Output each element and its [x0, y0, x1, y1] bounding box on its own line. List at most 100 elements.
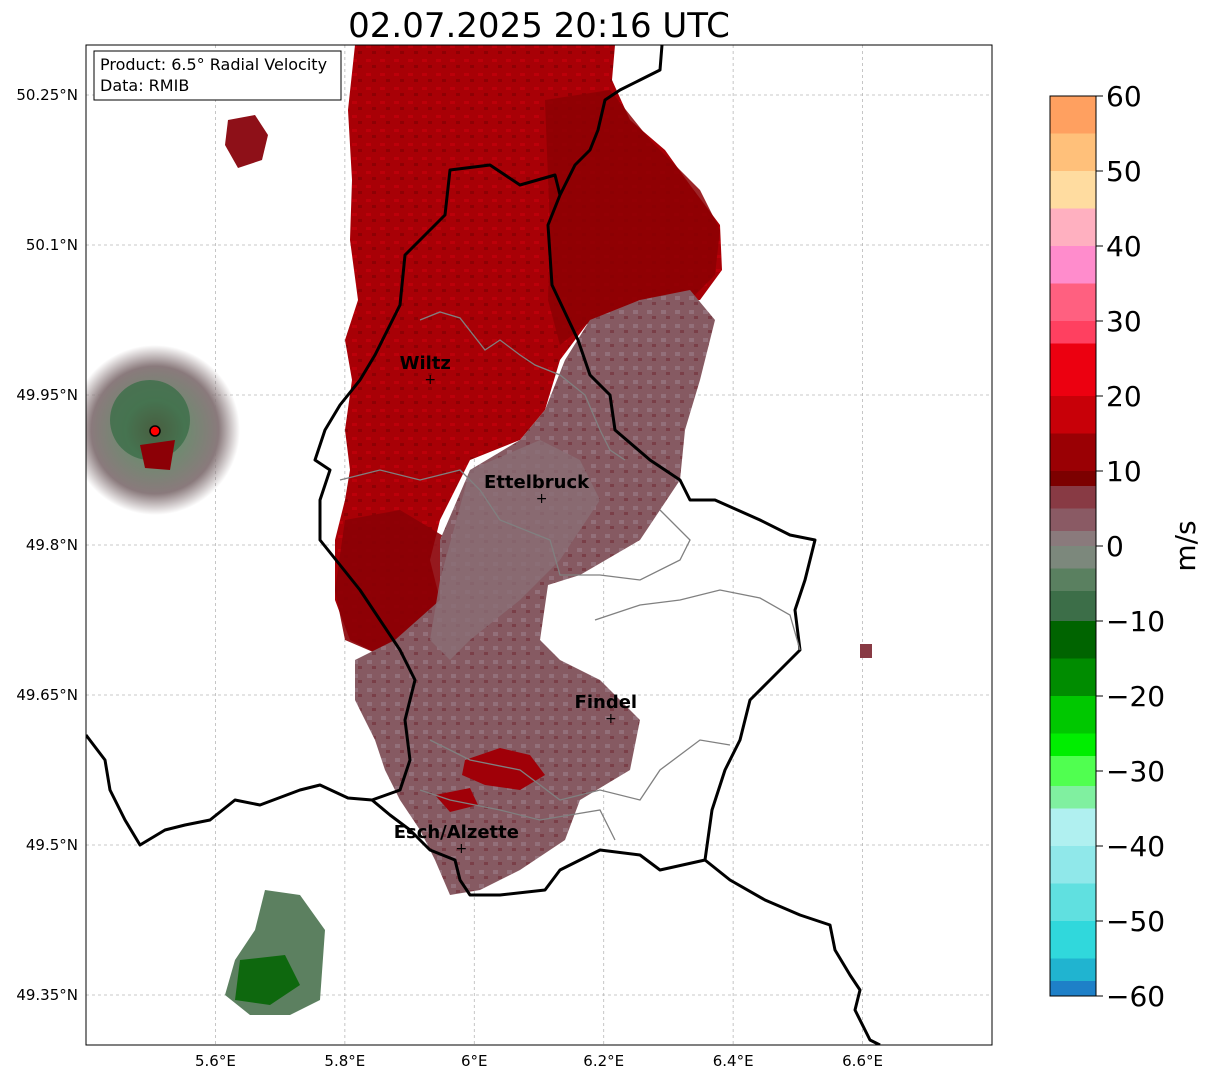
colorbar-band	[1050, 658, 1096, 697]
city-label: Findel	[575, 692, 638, 713]
city-label: Esch/Alzette	[394, 822, 519, 843]
border-germany-south	[704, 858, 881, 1045]
colorbar-band	[1050, 981, 1096, 997]
colorbar-band	[1050, 283, 1096, 322]
x-tick-label: 6.4°E	[713, 1052, 754, 1070]
colorbar-tick-label: −30	[1106, 755, 1165, 788]
map-title: 02.07.2025 20:16 UTC	[348, 6, 730, 46]
x-tick-label: 5.8°E	[324, 1052, 365, 1070]
colorbar-tick-label: 0	[1106, 530, 1124, 563]
colorbar-band	[1050, 433, 1096, 472]
y-tick-label: 50.1°N	[26, 236, 78, 254]
y-axis-ticks: 50.25°N 50.1°N 49.95°N 49.8°N 49.65°N 49.5°N 4…	[16, 86, 78, 1004]
y-tick-label: 49.5°N	[26, 836, 78, 854]
colorbar-band	[1050, 621, 1096, 659]
echo-region-red-esch	[462, 748, 545, 790]
colorbar-band	[1050, 921, 1096, 959]
colorbar-ticks: 60 50 40 30 20 10 0 −10 −20 −30 −40 −50 −60	[1096, 80, 1165, 1013]
colorbar-band	[1050, 471, 1096, 487]
echo-patch-east	[860, 644, 872, 658]
info-source-text: Data: RMIB	[100, 76, 189, 95]
colorbar-band	[1050, 486, 1096, 509]
colorbar-bands	[1050, 96, 1096, 997]
district-border-center	[339, 469, 691, 581]
colorbar-tick-label: 40	[1106, 230, 1142, 263]
y-tick-label: 49.35°N	[16, 986, 78, 1004]
colorbar: 60 50 40 30 20 10 0 −10 −20 −30 −40 −50 −60 m/s	[1049, 80, 1202, 1013]
city-marker: +	[424, 372, 436, 388]
colorbar-tick-label: −10	[1106, 605, 1165, 638]
radar-clutter-red	[140, 440, 175, 470]
echo-cluster-northwest	[225, 115, 268, 168]
colorbar-band	[1050, 808, 1096, 847]
colorbar-band	[1050, 321, 1096, 344]
district-border-south2	[419, 789, 616, 841]
info-product-text: Product: 6.5° Radial Velocity	[100, 55, 327, 74]
x-tick-label: 5.6°E	[195, 1052, 236, 1070]
city-marker: +	[605, 711, 617, 727]
x-tick-label: 6°E	[461, 1052, 488, 1070]
radar-site-marker	[149, 425, 161, 437]
y-tick-label: 50.25°N	[16, 86, 78, 104]
colorbar-band	[1050, 546, 1096, 569]
colorbar-tick-label: −50	[1106, 905, 1165, 938]
colorbar-band	[1050, 958, 1096, 982]
district-border-north	[419, 311, 626, 461]
map-area: +Wiltz+Ettelbruck+Findel+Esch/Alzette Pr…	[16, 44, 993, 1070]
city-labels: +Wiltz+Ettelbruck+Findel+Esch/Alzette	[394, 353, 637, 857]
colorbar-band	[1050, 343, 1096, 397]
colorbar-band	[1050, 696, 1096, 734]
colorbar-tick-label: 20	[1106, 380, 1142, 413]
x-tick-label: 6.2°E	[583, 1052, 624, 1070]
colorbar-band	[1050, 733, 1096, 757]
y-tick-label: 49.65°N	[16, 686, 78, 704]
colorbar-band	[1050, 568, 1096, 592]
colorbar-tick-label: −40	[1106, 830, 1165, 863]
echo-region-red-esch2	[435, 788, 478, 812]
colorbar-tick-label: −60	[1106, 980, 1165, 1013]
city-marker: +	[455, 841, 467, 857]
district-border-south	[429, 739, 731, 801]
border-germany-north	[558, 45, 664, 196]
colorbar-tick-label: 50	[1106, 155, 1142, 188]
echo-region-grey	[430, 440, 600, 660]
border-luxembourg	[313, 163, 817, 897]
colorbar-label: m/s	[1169, 520, 1202, 571]
country-borders	[86, 45, 881, 1045]
city-label: Ettelbruck	[484, 472, 590, 493]
echo-region-mauve	[355, 290, 715, 895]
colorbar-tick-label: 10	[1106, 455, 1142, 488]
colorbar-band	[1050, 208, 1096, 247]
district-border-east	[594, 589, 801, 651]
echo-cluster-southwest-core	[235, 955, 300, 1005]
city-marker: +	[536, 491, 548, 507]
colorbar-band	[1050, 756, 1096, 787]
colorbar-band	[1050, 786, 1096, 809]
colorbar-band	[1050, 846, 1096, 884]
colorbar-band	[1050, 396, 1096, 434]
colorbar-band	[1050, 96, 1096, 134]
x-axis-ticks: 5.6°E 5.8°E 6°E 6.2°E 6.4°E 6.6°E	[195, 1052, 883, 1070]
echo-region-darkred	[545, 90, 720, 345]
colorbar-tick-label: −20	[1106, 680, 1165, 713]
colorbar-band	[1050, 171, 1096, 209]
colorbar-band	[1050, 508, 1096, 532]
border-belgium-france	[86, 734, 373, 847]
radar-echo-layer	[86, 45, 872, 1015]
colorbar-tick-label: 60	[1106, 80, 1142, 113]
colorbar-band	[1050, 133, 1096, 172]
city-label: Wiltz	[400, 353, 451, 374]
colorbar-band	[1050, 591, 1096, 622]
info-box: Product: 6.5° Radial Velocity Data: RMIB	[93, 50, 342, 101]
colorbar-band	[1050, 246, 1096, 284]
colorbar-tick-label: 30	[1106, 305, 1142, 338]
radar-clutter-core	[110, 380, 190, 460]
colorbar-band	[1050, 531, 1096, 547]
map-frame	[85, 44, 993, 1046]
y-tick-label: 49.8°N	[26, 536, 78, 554]
district-borders	[339, 311, 801, 841]
y-tick-label: 49.95°N	[16, 386, 78, 404]
x-tick-label: 6.6°E	[842, 1052, 883, 1070]
colorbar-band	[1050, 883, 1096, 922]
